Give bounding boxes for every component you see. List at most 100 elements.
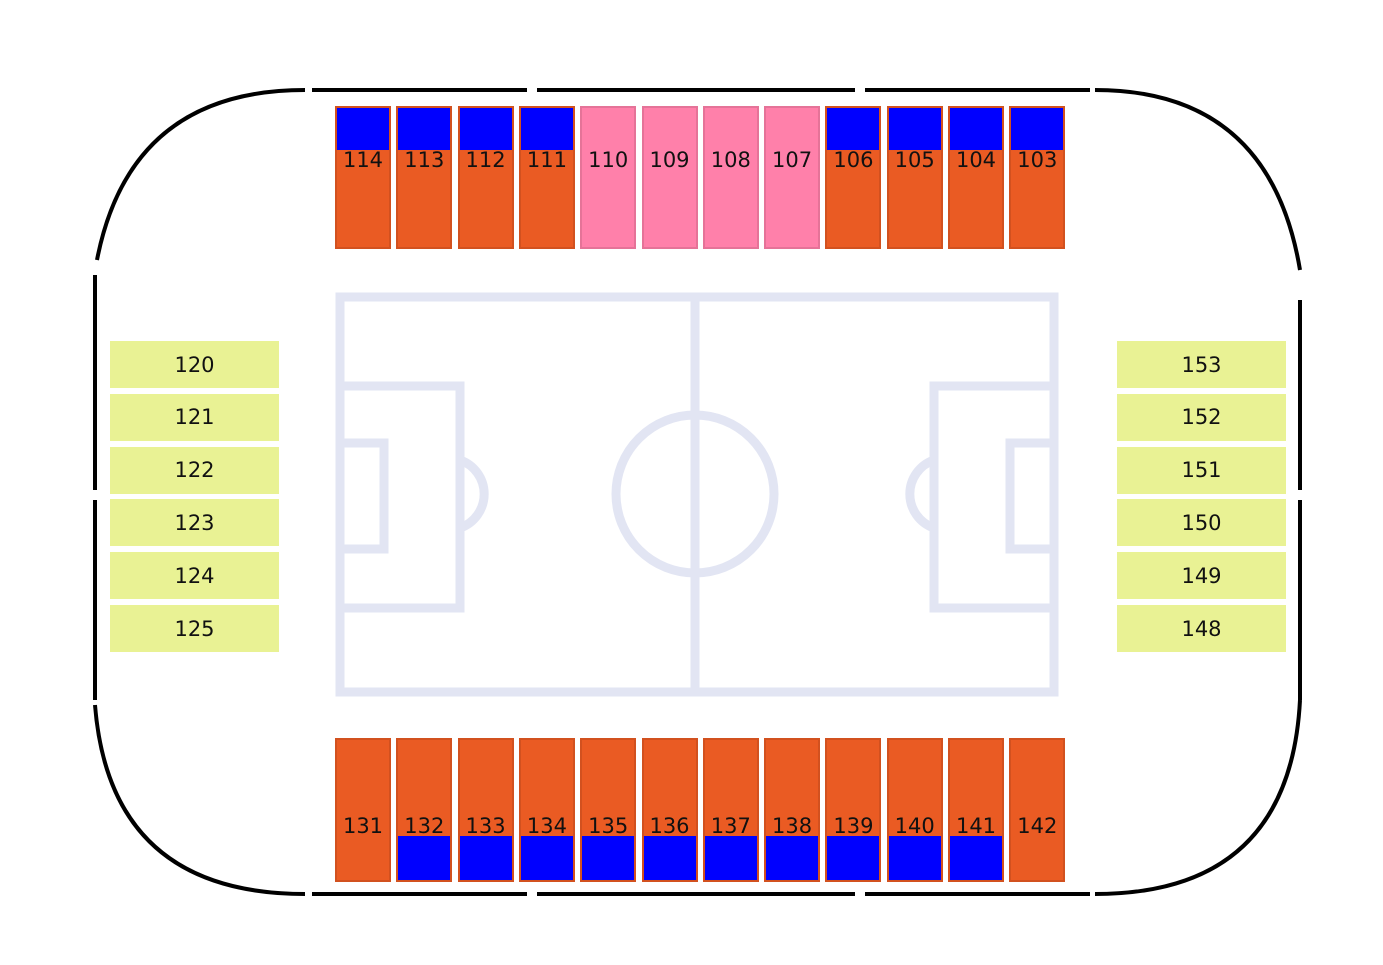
section-label: 113 (404, 148, 445, 172)
section-label: 142 (1017, 814, 1058, 838)
premium-band (459, 836, 512, 880)
premium-band (582, 836, 635, 880)
section-135[interactable]: 135 (580, 738, 637, 882)
section-110[interactable]: 110 (580, 106, 637, 249)
section-106[interactable]: 106 (825, 106, 882, 249)
section-label: 114 (342, 148, 384, 172)
premium-band (950, 836, 1002, 880)
right-penalty-arc (905, 455, 936, 533)
section-label: 125 (174, 616, 215, 641)
premium-band (520, 108, 573, 150)
section-label: 135 (588, 814, 629, 838)
section-label: 107 (772, 148, 813, 172)
section-label: 153 (1181, 352, 1222, 377)
premium-band (643, 836, 696, 880)
section-label: 106 (833, 148, 874, 172)
section-113[interactable]: 113 (396, 106, 453, 249)
section-124[interactable]: 124 (110, 552, 279, 600)
premium-band (888, 836, 941, 880)
section-label: 139 (833, 814, 874, 838)
section-112[interactable]: 112 (457, 106, 514, 249)
section-125[interactable]: 125 (110, 605, 279, 652)
premium-band (704, 836, 757, 880)
section-148[interactable]: 148 (1117, 605, 1286, 652)
section-label: 111 (526, 148, 567, 172)
section-label: 152 (1181, 405, 1222, 430)
section-149[interactable]: 149 (1117, 552, 1286, 600)
section-label: 112 (465, 148, 506, 172)
premium-band (1011, 108, 1064, 150)
soccer-pitch (335, 292, 1059, 697)
section-139[interactable]: 139 (825, 738, 882, 882)
premium-band (827, 108, 880, 150)
premium-band (888, 108, 941, 150)
section-153[interactable]: 153 (1117, 341, 1286, 388)
section-label: 121 (174, 405, 215, 430)
section-label: 105 (894, 148, 935, 172)
premium-band (337, 108, 389, 150)
section-label: 151 (1181, 458, 1222, 483)
section-114[interactable]: 114 (335, 106, 391, 249)
stadium-boundary (93, 88, 1302, 896)
section-150[interactable]: 150 (1117, 499, 1286, 547)
section-133[interactable]: 133 (457, 738, 514, 882)
section-label: 124 (174, 563, 215, 588)
section-label: 136 (649, 814, 690, 838)
section-123[interactable]: 123 (110, 499, 279, 547)
premium-band (398, 836, 451, 880)
premium-band (520, 836, 573, 880)
section-label: 133 (465, 814, 506, 838)
section-label: 120 (174, 352, 215, 377)
section-label: 131 (342, 814, 384, 838)
right-penalty-area (929, 381, 1059, 613)
section-label: 138 (772, 814, 813, 838)
section-152[interactable]: 152 (1117, 393, 1286, 441)
premium-band (766, 836, 819, 880)
premium-band (459, 108, 512, 150)
section-label: 103 (1017, 148, 1058, 172)
right-goal-area (1005, 438, 1059, 554)
section-label: 123 (174, 510, 215, 535)
premium-band (950, 108, 1002, 150)
section-131[interactable]: 131 (335, 738, 391, 882)
section-label: 140 (894, 814, 935, 838)
section-label: 104 (955, 148, 997, 172)
section-140[interactable]: 140 (886, 738, 943, 882)
section-132[interactable]: 132 (396, 738, 453, 882)
premium-band (827, 836, 880, 880)
section-label: 109 (649, 148, 690, 172)
section-label: 137 (710, 814, 751, 838)
section-105[interactable]: 105 (886, 106, 943, 249)
left-penalty-arc (458, 455, 489, 533)
premium-band (398, 108, 451, 150)
left-penalty-area (335, 381, 465, 613)
section-136[interactable]: 136 (641, 738, 698, 882)
section-label: 134 (526, 814, 567, 838)
section-137[interactable]: 137 (702, 738, 759, 882)
section-103[interactable]: 103 (1009, 106, 1066, 249)
section-label: 150 (1181, 510, 1222, 535)
section-120[interactable]: 120 (110, 341, 279, 388)
section-141[interactable]: 141 (948, 738, 1004, 882)
section-label: 110 (588, 148, 629, 172)
section-label: 132 (404, 814, 445, 838)
section-label: 141 (955, 814, 997, 838)
section-138[interactable]: 138 (764, 738, 821, 882)
center-circle (611, 410, 779, 578)
section-109[interactable]: 109 (641, 106, 698, 249)
section-104[interactable]: 104 (948, 106, 1004, 249)
section-111[interactable]: 111 (518, 106, 575, 249)
section-label: 148 (1181, 616, 1222, 641)
section-151[interactable]: 151 (1117, 446, 1286, 494)
section-142[interactable]: 142 (1009, 738, 1066, 882)
section-134[interactable]: 134 (518, 738, 575, 882)
section-label: 122 (174, 458, 215, 483)
section-107[interactable]: 107 (764, 106, 821, 249)
section-label: 149 (1181, 563, 1222, 588)
section-122[interactable]: 122 (110, 446, 279, 494)
section-108[interactable]: 108 (702, 106, 759, 249)
section-label: 108 (710, 148, 751, 172)
section-121[interactable]: 121 (110, 393, 279, 441)
